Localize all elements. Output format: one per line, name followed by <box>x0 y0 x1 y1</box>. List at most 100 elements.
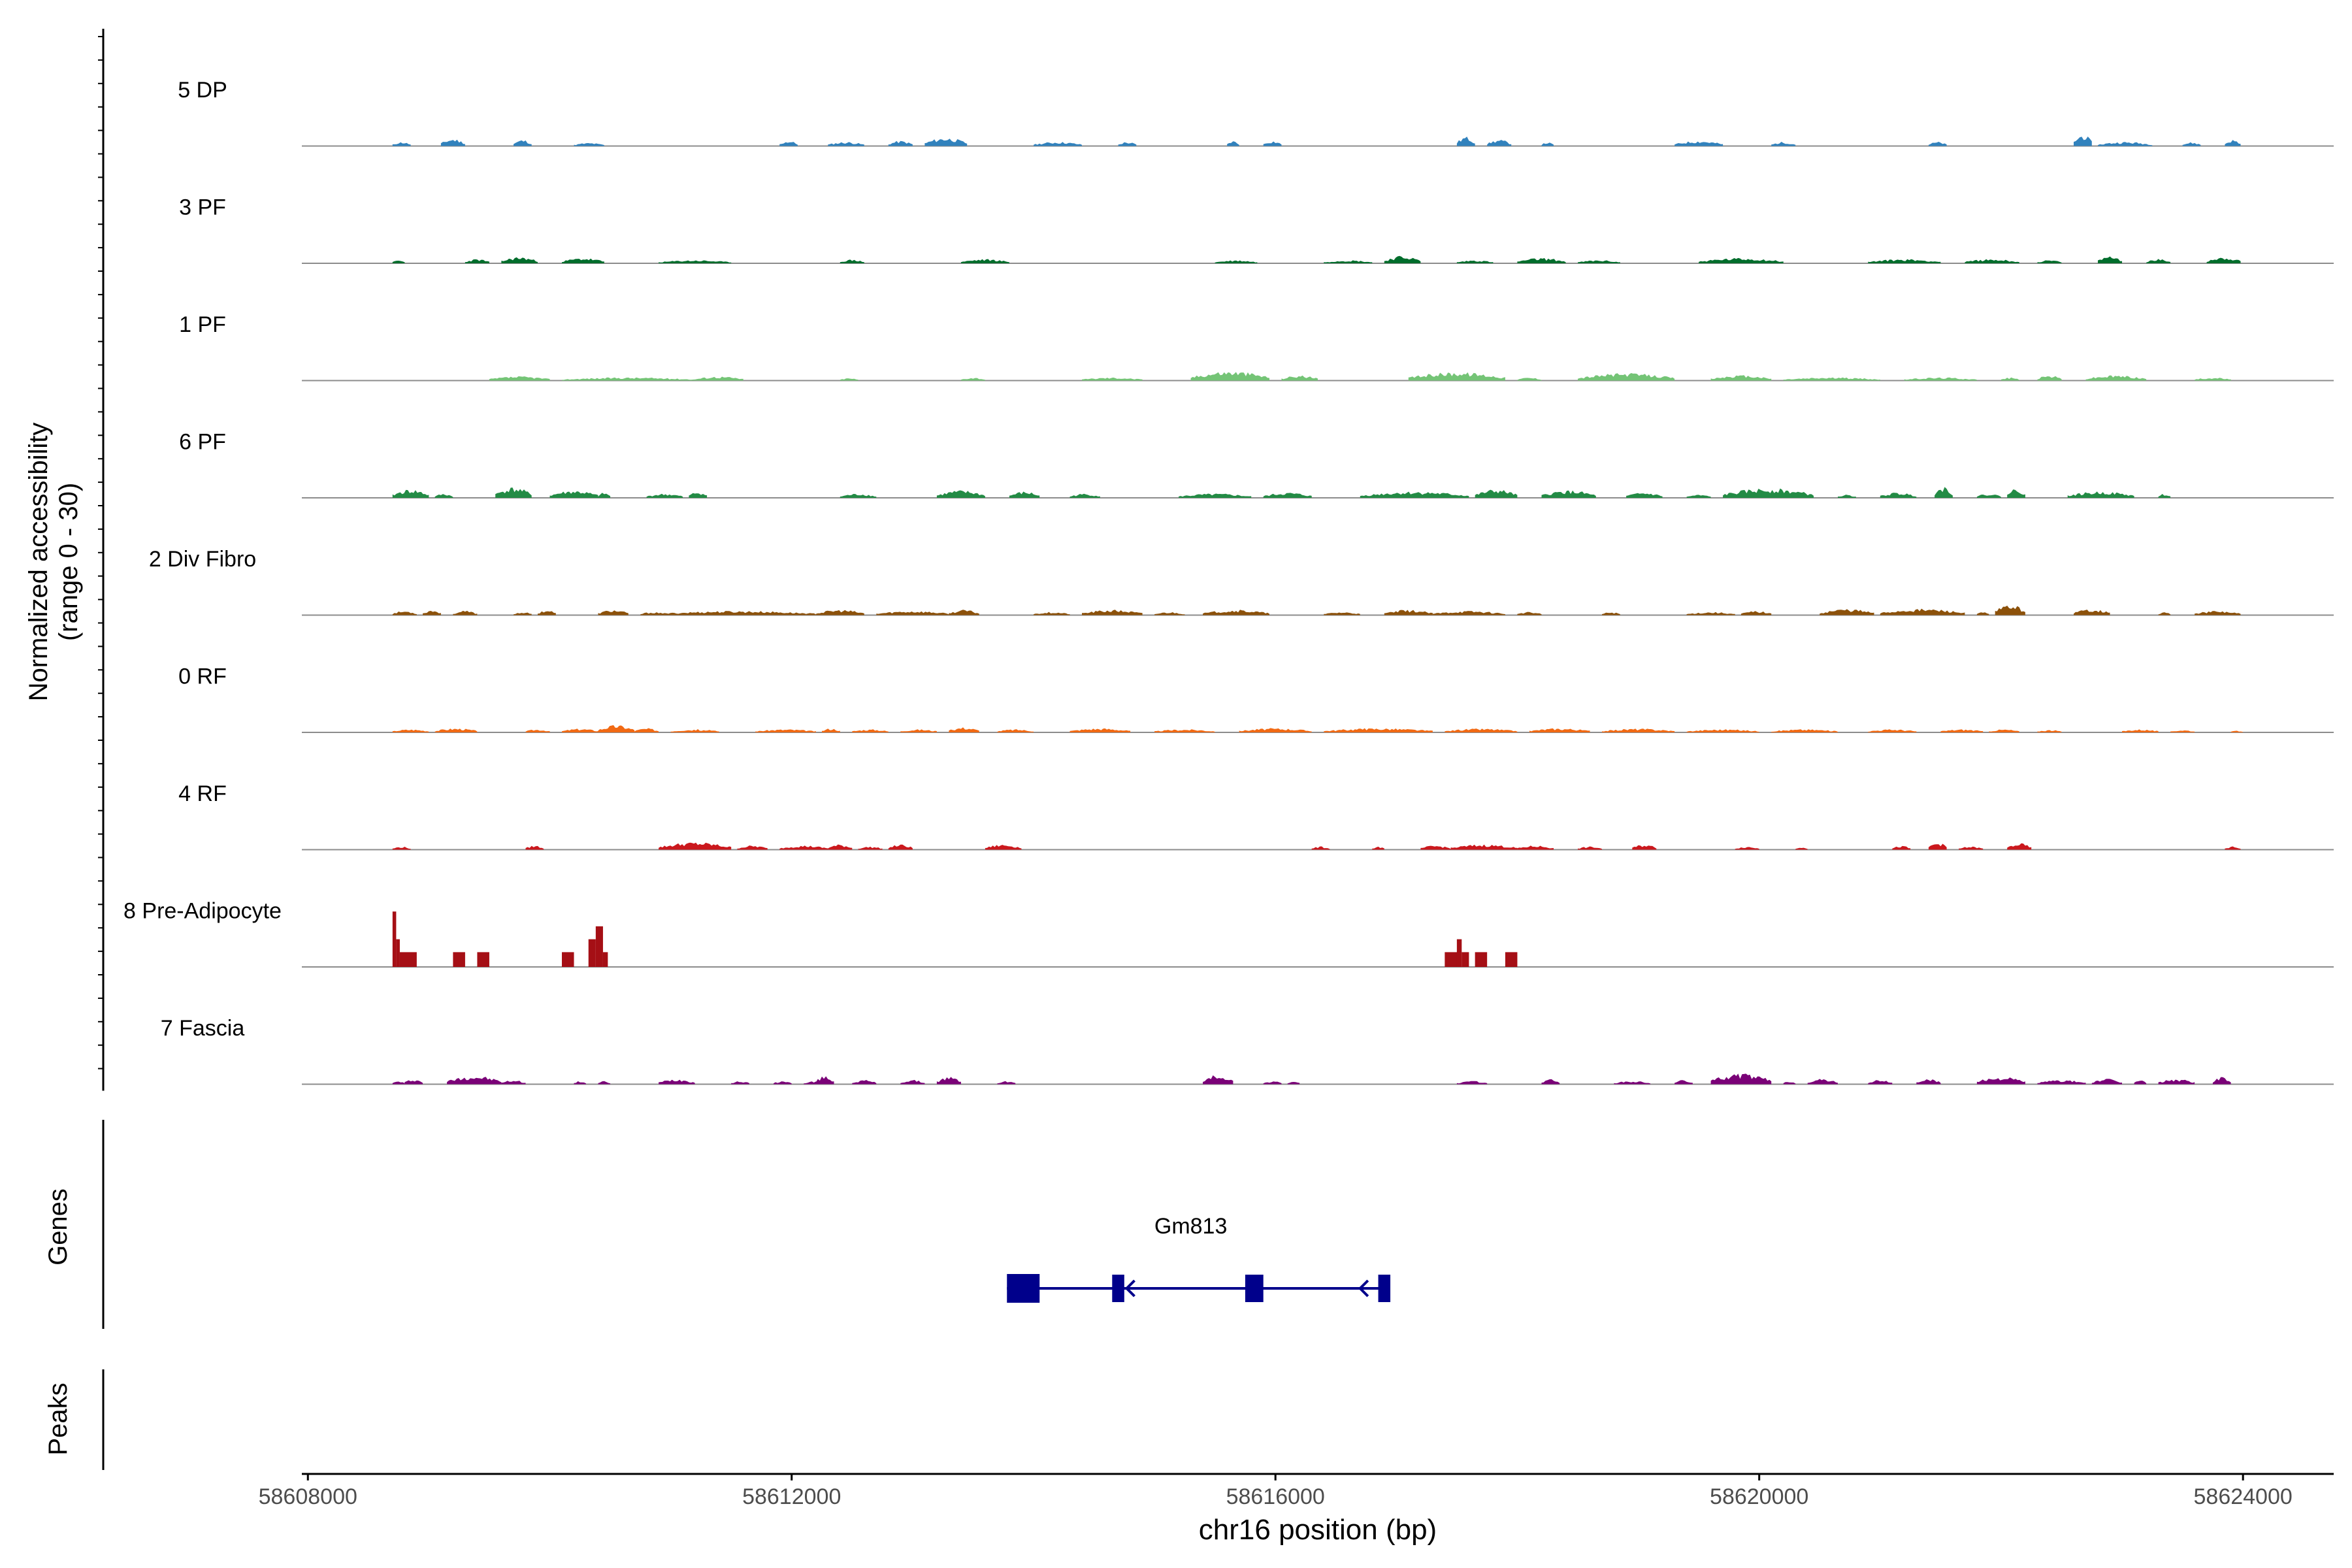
coverage-peak <box>1710 375 1772 381</box>
coverage-peak <box>1541 1079 1560 1085</box>
coverage-bar <box>477 952 489 967</box>
coverage-peak <box>525 845 544 850</box>
coverage-bar <box>602 952 608 967</box>
track-3-pf: 3 PF <box>179 195 2334 264</box>
coverage-peak <box>659 611 816 615</box>
coverage-peak <box>1928 843 1947 850</box>
coverage-peak <box>1517 258 1566 263</box>
gene-exon <box>1378 1275 1391 1302</box>
coverage-peak <box>1009 491 1040 498</box>
coverage-peak <box>924 139 968 146</box>
coverage-peak <box>634 728 659 732</box>
gene-exon <box>1245 1275 1264 1302</box>
y-axis-title-line2: (range 0 - 30) <box>54 483 83 641</box>
coverage-peak <box>1263 493 1312 498</box>
coverage-peak <box>858 846 883 850</box>
coverage-peak <box>1203 1075 1233 1085</box>
track-label: 8 Pre-Adipocyte <box>123 899 282 924</box>
coverage-peak <box>562 728 598 732</box>
coverage-peak <box>1034 612 1070 615</box>
coverage-peak <box>737 845 768 850</box>
coverage-peak <box>423 611 441 615</box>
coverage-peak <box>598 493 611 498</box>
coverage-peak <box>1034 142 1082 146</box>
coverage-peak <box>689 493 708 498</box>
coverage-peak <box>888 844 913 850</box>
coverage-peak <box>2037 376 2062 381</box>
coverage-peak <box>731 1081 749 1085</box>
coverage-peak <box>598 725 635 732</box>
coverage-peak <box>549 491 598 498</box>
x-axis-title: chr16 position (bp) <box>1199 1514 1437 1546</box>
x-tick-label: 58612000 <box>742 1484 841 1509</box>
coverage-peak <box>1420 845 1451 850</box>
coverage-bar <box>1505 952 1518 967</box>
coverage-peak <box>1940 729 1984 732</box>
coverage-peak <box>1578 373 1675 381</box>
coverage-peak <box>1674 141 1723 146</box>
coverage-peak <box>1311 846 1330 850</box>
coverage-peak <box>1456 260 1494 263</box>
coverage-peak <box>815 610 864 615</box>
coverage-peak <box>2158 612 2171 615</box>
coverage-peak <box>1517 612 1542 615</box>
coverage-peak <box>1632 845 1657 850</box>
coverage-peak <box>2085 375 2147 381</box>
coverage-peak <box>1203 610 1269 615</box>
coverage-peak <box>2170 730 2195 732</box>
coverage-peak <box>1372 846 1384 850</box>
coverage-peak <box>1935 487 1953 498</box>
coverage-peak <box>1626 493 1663 498</box>
gene-label: Gm813 <box>1154 1214 1228 1239</box>
coverage-peak <box>2206 257 2241 263</box>
coverage-peak <box>538 611 556 615</box>
coverage-bar <box>588 939 596 967</box>
coverage-peak <box>2074 137 2092 146</box>
track-label: 7 Fascia <box>161 1016 245 1041</box>
coverage-peak <box>1263 141 1282 146</box>
coverage-peak <box>392 729 429 732</box>
x-tick-label: 58620000 <box>1710 1484 1808 1509</box>
track-label: 3 PF <box>179 195 226 220</box>
coverage-peak <box>1710 1073 1772 1085</box>
coverage-bar <box>392 911 397 967</box>
coverage-peak <box>1868 729 1917 732</box>
coverage-peak <box>392 1081 405 1085</box>
track-1-pf: 1 PF <box>179 312 2334 382</box>
coverage-peak <box>1686 612 1735 615</box>
coverage-peak <box>2007 843 2032 850</box>
x-tick-label: 58616000 <box>1226 1484 1325 1509</box>
coverage-peak <box>774 1081 792 1085</box>
gene-exon <box>1007 1274 1040 1303</box>
coverage-peak <box>1070 728 1131 732</box>
coverage-peak <box>755 729 816 732</box>
coverage-peak <box>828 844 853 850</box>
coverage-peak <box>1868 259 1941 263</box>
coverage-peak <box>453 610 478 615</box>
coverage-peak <box>1740 611 1772 615</box>
coverage-peak <box>815 1076 834 1085</box>
coverage-peak <box>2230 730 2244 732</box>
coverage-peak <box>1541 490 1596 498</box>
coverage-peak <box>1529 728 1590 732</box>
coverage-peak <box>2037 1080 2086 1085</box>
coverage-peak <box>501 1081 526 1085</box>
coverage-peak <box>2182 142 2201 146</box>
coverage-peak <box>392 847 411 850</box>
coverage-tracks: 5 DP 3 PF 1 PF 6 PF 2 Div Fibro 0 RF 4 RF 8 Pre… <box>123 78 2334 1085</box>
coverage-peak <box>646 493 683 498</box>
track-2-div-fibro: 2 Div Fibro <box>149 547 2334 616</box>
coverage-peak <box>1928 142 1947 146</box>
coverage-peak <box>2225 140 2241 146</box>
coverage-peak <box>840 259 864 263</box>
coverage-peak <box>501 257 538 263</box>
coverage-peak <box>1239 728 1312 732</box>
coverage-peak <box>1880 608 1965 615</box>
peaks-panel-label: Peaks <box>44 1382 73 1455</box>
coverage-peak <box>1735 847 1759 850</box>
coverage-peak <box>949 610 979 615</box>
coverage-peak <box>489 376 550 381</box>
coverage-bar <box>562 952 574 967</box>
coverage-peak <box>1976 495 2001 498</box>
x-tick-label: 58624000 <box>2194 1484 2293 1509</box>
